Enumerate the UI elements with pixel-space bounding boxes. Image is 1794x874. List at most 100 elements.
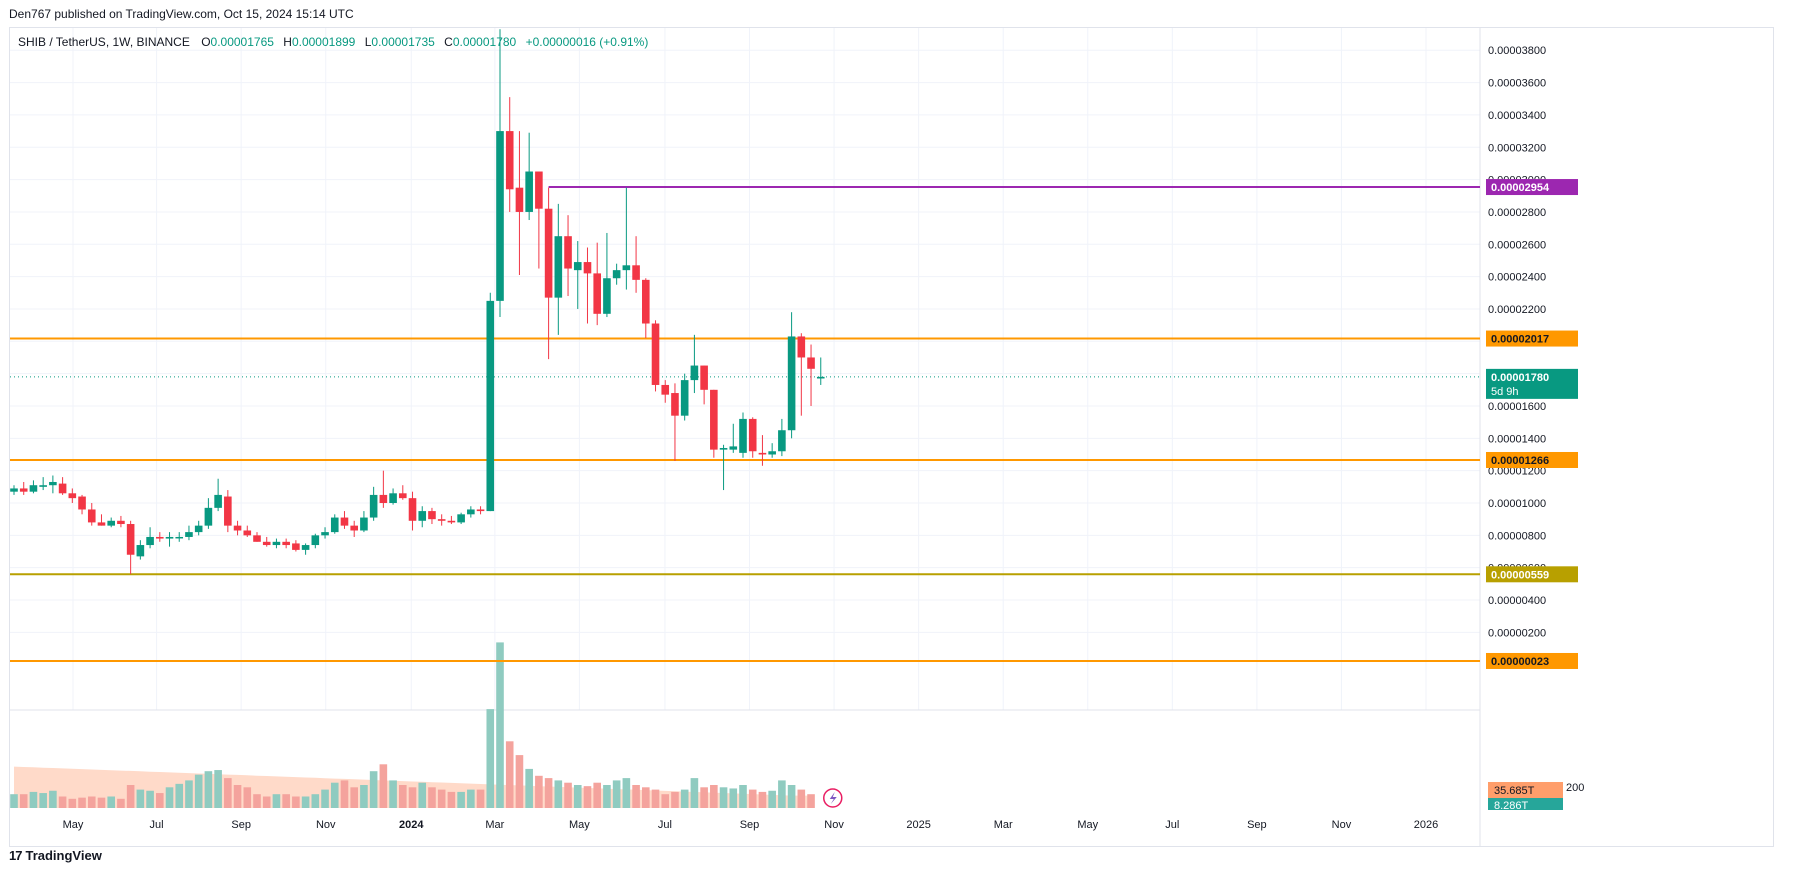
candle-body (58, 483, 67, 494)
price-tick-label: 0.00002800 (1488, 207, 1546, 219)
candle-body (729, 446, 738, 450)
volume-bar (651, 789, 660, 808)
chart-frame (9, 27, 1774, 847)
level-price-label: 0.00001266 (1491, 455, 1549, 467)
candle-body (282, 541, 290, 546)
candle-body (603, 278, 611, 314)
volume-bar (321, 789, 329, 808)
volume-bar (224, 778, 232, 808)
volume-bar (408, 787, 417, 808)
volume-bar (632, 785, 640, 808)
volume-bar (243, 787, 252, 808)
candle-body (428, 511, 436, 520)
candle-body (690, 365, 699, 381)
candle-body (301, 545, 310, 550)
candle-body (379, 494, 388, 503)
close-value: 0.00001780 (452, 35, 517, 49)
volume-bar (544, 778, 553, 808)
candle-body (486, 300, 495, 512)
candle-body (535, 171, 543, 209)
candle-body (399, 493, 407, 499)
price-tick-label: 0.00001000 (1488, 498, 1546, 510)
time-tick-label: Nov (824, 819, 844, 831)
time-tick-label: Sep (740, 819, 760, 831)
price-tick-label: 0.00003200 (1488, 142, 1546, 154)
level-price-label: 0.00002017 (1491, 334, 1549, 346)
price-tick-label: 0.00002200 (1488, 304, 1546, 316)
volume-bar (49, 790, 57, 808)
candle-body (350, 525, 358, 531)
change-value: +0.00000016 (+0.91%) (525, 35, 649, 49)
candle-body (233, 525, 242, 531)
candle-body (126, 524, 135, 555)
volume-bar (535, 775, 543, 808)
time-tick-label: Jul (1165, 819, 1179, 831)
candle-body (321, 532, 329, 536)
volume-bar (797, 789, 806, 808)
price-tick-label: 0.00000800 (1488, 530, 1546, 542)
price-tick-label: 0.00003600 (1488, 78, 1546, 90)
volume-bar (253, 794, 261, 808)
volume-bar (476, 789, 485, 808)
volume-bar (622, 778, 631, 808)
volume-bar (486, 709, 495, 808)
legend: SHIB / TetherUS, 1W, BINANCE O0.00001765… (18, 35, 654, 49)
volume-bar (573, 785, 582, 808)
volume-bar (262, 796, 271, 808)
level-price-label-bg (1486, 566, 1578, 583)
time-tick-label: Nov (1332, 819, 1352, 831)
volume-bar (58, 796, 67, 808)
volume-bar (612, 780, 621, 808)
volume-bar (292, 796, 300, 808)
volume-bar (78, 797, 86, 808)
candle-body (156, 536, 164, 539)
candle-body (437, 519, 446, 521)
candle-body (787, 336, 796, 431)
volume-bar (233, 785, 242, 808)
candle-body (671, 393, 679, 416)
tradingview-logo-icon: 17 (9, 848, 23, 863)
time-tick-label: May (63, 819, 84, 831)
candle-body (311, 535, 320, 546)
tradingview-logo-text: TradingView (25, 848, 102, 863)
time-tick-label: Sep (1247, 819, 1267, 831)
symbol-name[interactable]: SHIB / TetherUS, 1W, BINANCE (18, 35, 190, 49)
candle-body (146, 536, 154, 546)
close-label: C (444, 35, 453, 49)
volume-bar (428, 787, 436, 808)
candle-body (68, 493, 77, 499)
candle-body (642, 279, 650, 324)
candle-body (496, 131, 504, 301)
candle-body (262, 541, 271, 546)
candle-body (19, 488, 28, 492)
price-tick-label: 0.00001200 (1488, 466, 1546, 478)
candle-body (758, 452, 767, 455)
candle-body (389, 493, 397, 503)
price-tick-label: 0.00000400 (1488, 595, 1546, 607)
volume-bar (379, 764, 388, 808)
candle-body (165, 536, 174, 539)
volume-bar (214, 770, 222, 808)
price-tick-label: 0.00000200 (1488, 627, 1546, 639)
level-price-label-bg (1486, 451, 1578, 468)
open-value: 0.00001765 (210, 35, 274, 49)
candle-body (330, 517, 339, 533)
volume-bar (29, 791, 38, 808)
volume-bar (768, 790, 776, 808)
candle-body (632, 265, 640, 280)
candle-body (700, 365, 708, 390)
volume-bar (515, 755, 524, 808)
volume-tag-bg (1488, 798, 1563, 810)
volume-bar (369, 771, 378, 808)
tradingview-logo[interactable]: 17 TradingView (9, 848, 102, 863)
volume-bar (437, 789, 446, 808)
time-tick-label: Sep (231, 819, 251, 831)
candle-body (369, 494, 378, 518)
candle-body (593, 273, 601, 314)
volume-bar (360, 785, 368, 808)
candle-body (136, 545, 145, 557)
volume-bar (661, 794, 670, 808)
candle-body (719, 448, 728, 450)
volume-bar (642, 787, 650, 808)
